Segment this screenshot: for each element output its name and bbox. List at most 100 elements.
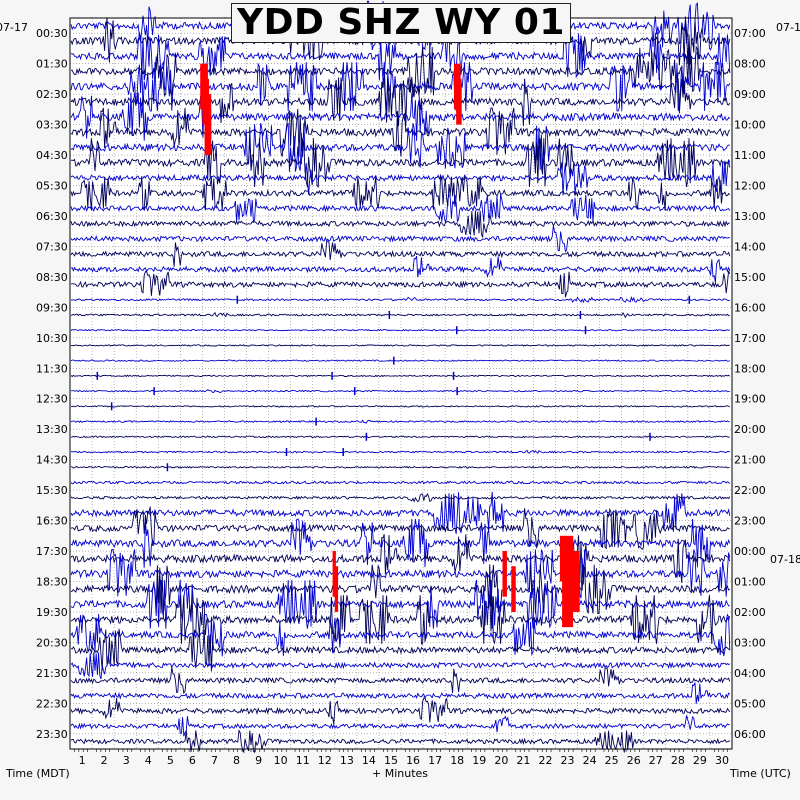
trace-line (70, 225, 731, 253)
trace-line (70, 389, 730, 393)
left-time-labels: 00:30 01:30 02:30 03:30 04:30 05:30 06:30 07:30… (36, 27, 68, 741)
x-tick-label: 3 (123, 754, 130, 767)
right-date-label-top: 07-1 (776, 21, 800, 34)
trace-line (70, 328, 730, 332)
right-time-label: 22:00 (734, 484, 766, 497)
left-time-label: 17:30 (36, 545, 68, 558)
left-time-label: 14:30 (36, 454, 68, 467)
right-time-label: 19:00 (734, 393, 766, 406)
left-time-label: 21:30 (36, 667, 68, 680)
x-tick-label: 15 (384, 754, 398, 767)
x-tick-label: 9 (255, 754, 262, 767)
right-time-label: 02:00 (734, 606, 766, 619)
trace-line (70, 374, 731, 378)
x-tick-label: 5 (167, 754, 174, 767)
x-tick-label: 4 (145, 754, 152, 767)
right-time-label: 06:00 (734, 728, 766, 741)
trace-line (70, 359, 730, 362)
x-tick-label: 13 (340, 754, 354, 767)
right-time-label: 00:00 (734, 545, 766, 558)
x-tick-label: 18 (450, 754, 464, 767)
right-time-label: 07:00 (734, 27, 766, 40)
trace-line (70, 613, 731, 657)
clipped-event (456, 78, 462, 125)
left-time-label: 05:30 (36, 180, 68, 193)
trace-line (70, 419, 730, 424)
trace-line (70, 295, 731, 304)
left-time-label: 12:30 (36, 393, 68, 406)
left-time-label: 16:30 (36, 515, 68, 528)
right-time-label: 18:00 (734, 362, 766, 375)
x-tick-label: 30 (715, 754, 729, 767)
clipped-event (562, 581, 574, 628)
left-time-label: 07:30 (36, 240, 68, 253)
left-time-label: 00:30 (36, 27, 68, 40)
trace-line (70, 240, 731, 267)
trace-line (70, 138, 731, 189)
right-time-label: 09:00 (734, 88, 766, 101)
trace-line (70, 728, 731, 754)
x-tick-label: 27 (649, 754, 663, 767)
x-tick-label: 11 (296, 754, 310, 767)
left-time-label: 13:30 (36, 423, 68, 436)
trace-line (70, 652, 731, 680)
left-time-label: 09:30 (36, 301, 68, 314)
x-tick-label: 14 (362, 754, 376, 767)
trace-line (70, 682, 731, 704)
trace-line (70, 210, 730, 238)
trace-line (70, 76, 731, 127)
left-time-label: 01:30 (36, 58, 68, 71)
right-time-label: 14:00 (734, 240, 766, 253)
trace-line (70, 579, 730, 629)
left-date-label: 07-17 (0, 21, 28, 34)
clipped-event (332, 551, 336, 597)
x-tick-label: 21 (516, 754, 530, 767)
trace-line (70, 628, 730, 672)
left-time-label: 22:30 (36, 697, 68, 710)
trace-line (70, 492, 731, 503)
x-tick-label: 24 (583, 754, 597, 767)
trace-line (70, 60, 731, 112)
right-time-label: 12:00 (734, 180, 766, 193)
right-time-label: 08:00 (734, 58, 766, 71)
trace-line (70, 548, 731, 599)
trace-line (70, 107, 731, 157)
chart-title: YDD SHZ WY 01 (237, 2, 565, 43)
trace-line (70, 405, 731, 408)
x-tick-label: 2 (101, 754, 108, 767)
left-time-label: 03:30 (36, 119, 68, 132)
trace-line (70, 122, 730, 172)
trace-line (70, 480, 731, 485)
right-time-label: 05:00 (734, 697, 766, 710)
left-time-label: 11:30 (36, 362, 68, 375)
trace-line (70, 534, 731, 584)
right-axis-title: Time (UTC) (729, 767, 791, 780)
trace-line (70, 518, 731, 568)
right-time-label: 23:00 (734, 515, 766, 528)
left-time-label: 04:30 (36, 149, 68, 162)
trace-line (70, 435, 730, 439)
left-time-label: 18:30 (36, 575, 68, 588)
x-tick-label: 8 (233, 754, 240, 767)
x-tick-label: 1 (79, 754, 86, 767)
right-time-label: 21:00 (734, 454, 766, 467)
right-time-label: 11:00 (734, 149, 766, 162)
trace-line (70, 715, 730, 737)
left-time-label: 19:30 (36, 606, 68, 619)
right-time-label: 15:00 (734, 271, 766, 284)
x-tick-label: 22 (538, 754, 552, 767)
trace-line (70, 344, 731, 347)
x-tick-labels: 1 2 3 4 5 6 7 8 9 10 11 12 13 14 15 16 17 18 19 20 21 22 23 24 2… (74, 749, 729, 767)
trace-line (70, 667, 731, 695)
trace-line (70, 160, 731, 196)
x-tick-label: 10 (274, 754, 288, 767)
x-tick-label: 12 (318, 754, 332, 767)
left-time-label: 08:30 (36, 271, 68, 284)
trace-line (70, 449, 730, 454)
right-time-label: 03:00 (734, 636, 766, 649)
trace-line (70, 194, 731, 224)
trace-line (70, 491, 731, 534)
left-time-label: 15:30 (36, 484, 68, 497)
right-date-label-mid: 07-18 (770, 553, 800, 566)
